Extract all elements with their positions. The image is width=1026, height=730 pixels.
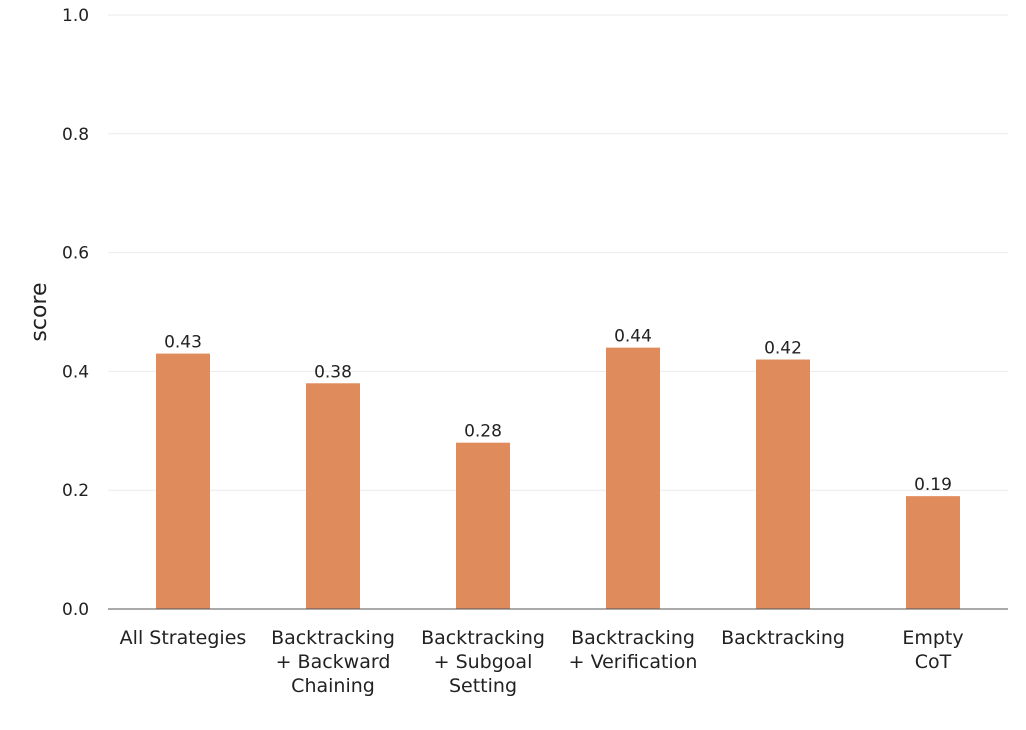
- y-tick-label: 0.6: [62, 244, 89, 264]
- x-tick-label: Empty CoT: [902, 627, 963, 673]
- x-tick-label: Backtracking: [721, 627, 845, 649]
- y-tick-label: 0.2: [62, 481, 89, 501]
- y-axis-title: score: [27, 282, 52, 341]
- x-tick-label: Backtracking + Backward Chaining: [271, 627, 395, 697]
- x-axis-ticks: All Strategies Backtracking + Backward Chai…: [120, 627, 964, 697]
- y-axis-ticks: 0.0 0.2 0.4 0.6 0.8 1.0: [62, 6, 89, 620]
- bars: [156, 347, 960, 609]
- bar: [756, 359, 810, 609]
- y-tick-label: 0.4: [62, 362, 89, 382]
- bar: [456, 442, 510, 609]
- data-label: 0.19: [914, 475, 952, 495]
- data-label: 0.42: [764, 339, 802, 359]
- data-labels: 0.43 0.38 0.28 0.44 0.42 0.19: [164, 327, 952, 496]
- bar: [306, 383, 360, 609]
- x-tick-label: Backtracking + Subgoal Setting: [421, 627, 545, 697]
- y-tick-label: 0.8: [62, 125, 89, 145]
- bar: [906, 496, 960, 609]
- gridlines: [108, 14, 1008, 491]
- data-label: 0.43: [164, 333, 202, 353]
- x-tick-label: All Strategies: [120, 627, 247, 649]
- bar: [156, 353, 210, 609]
- y-tick-label: 1.0: [62, 6, 89, 26]
- bar: [606, 347, 660, 609]
- x-tick-label: Backtracking + Verification: [569, 627, 698, 673]
- data-label: 0.28: [464, 422, 502, 442]
- data-label: 0.44: [614, 327, 652, 347]
- data-label: 0.38: [314, 362, 352, 382]
- y-tick-label: 0.0: [62, 600, 89, 620]
